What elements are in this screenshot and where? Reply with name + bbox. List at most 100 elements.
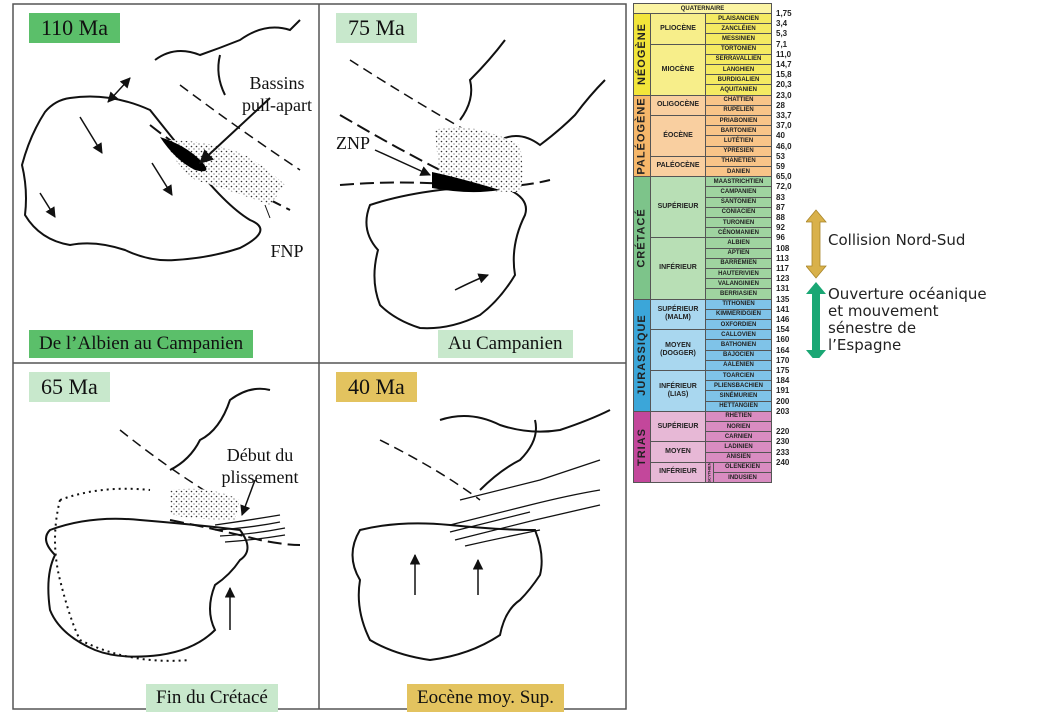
age-label: 191	[776, 386, 790, 396]
age-label: 88	[776, 213, 785, 222]
age-label: 96	[776, 233, 785, 243]
age-label: 184	[776, 376, 790, 386]
epoch-1: MIOCÈNE	[650, 43, 706, 96]
age-label: 14,7	[776, 60, 792, 69]
age-label: 164	[776, 345, 790, 355]
epoch-12: INFÉRIEUR	[650, 461, 706, 484]
age-label: 83	[776, 192, 785, 202]
age-label: 240	[776, 457, 790, 467]
annotation-ouverture-line1: Ouverture océanique	[828, 285, 987, 303]
age-label: 108	[776, 243, 790, 253]
epoch-6: INFÉRIEUR	[650, 237, 706, 300]
age-label: 131	[776, 284, 790, 294]
age-label: 113	[776, 253, 789, 263]
annotation-ouverture-line2: et mouvement	[828, 302, 939, 320]
age-label: 220	[776, 427, 790, 437]
era-crétacé: CRÉTACÉ	[633, 176, 651, 300]
age-label: 28	[776, 100, 785, 110]
age-label: 135	[776, 294, 790, 304]
age-label: 92	[776, 223, 785, 233]
panel-caption-40ma: Eocène moy. Sup.	[407, 684, 565, 712]
label-fnp: FNP	[270, 241, 304, 261]
stage-scythien: SCYTHIEN	[705, 461, 714, 484]
panel-title-65ma: 65 Ma	[29, 372, 110, 402]
age-label: 3,4	[776, 19, 788, 29]
age-label: 46,0	[776, 141, 792, 151]
arrow-ouverture	[806, 282, 826, 358]
panel-title-40ma: 40 Ma	[336, 372, 417, 402]
epoch-9: INFÉRIEUR (LIAS)	[650, 370, 706, 412]
epoch-4: PALÉOCÈNE	[650, 155, 706, 178]
label-bassins-line2: pull-apart	[242, 95, 312, 115]
panel-title-110ma: 110 Ma	[29, 13, 121, 43]
age-label: 7,1	[776, 39, 788, 49]
stratigraphic-column: QUATERNAIRE NÉOGÈNE PALÉOGÈNE CRÉTACÉ JURASS…	[633, 3, 792, 716]
epoch-0: PLIOCÈNE	[650, 13, 706, 45]
age-label: 87	[776, 202, 785, 212]
label-znp: ZNP	[335, 133, 370, 153]
annotation-ouverture-line4: l’Espagne	[828, 336, 902, 354]
age-label: 5,3	[776, 29, 788, 39]
age-label: 37,0	[776, 121, 792, 131]
age-label: 123	[776, 274, 790, 284]
age-label: 154	[776, 325, 790, 335]
age-label: 65,0	[776, 172, 792, 182]
age-label: 203	[776, 406, 790, 416]
maps-drawing	[12, 3, 627, 710]
annotation-collision: Collision Nord-Sud	[828, 231, 966, 249]
age-label: 170	[776, 355, 790, 365]
age-label: 53	[776, 151, 785, 161]
map-75ma	[339, 39, 606, 330]
panel-caption-65ma: Fin du Crétacé	[146, 684, 278, 712]
epoch-2: OLIGOCÈNE	[650, 94, 706, 116]
era-label: TRIAS	[636, 427, 648, 466]
label-bassins: Bassins pull-apart	[232, 72, 322, 116]
age-label: 33,7	[776, 111, 792, 120]
annotation-ouverture: Ouverture océanique et mouvement sénestr…	[828, 286, 987, 354]
label-debut-plissement: Début du plissement	[210, 444, 310, 488]
era-paléogène: PALÉOGÈNE	[633, 94, 651, 178]
era-label: JURASSIQUE	[636, 314, 648, 396]
age-label: 200	[776, 396, 790, 406]
annotation-ouverture-line3: sénestre de	[828, 319, 917, 337]
age-label: 175	[776, 366, 790, 375]
age-label: 141	[776, 304, 790, 314]
era-label: CRÉTACÉ	[636, 208, 649, 268]
label-debut-line2: plissement	[221, 467, 299, 487]
age-label: 11,0	[776, 49, 792, 59]
era-néogène: NÉOGÈNE	[633, 13, 651, 96]
epoch-11: MOYEN	[650, 441, 706, 463]
age-label: 40	[776, 131, 785, 141]
age-label: 59	[776, 162, 785, 171]
age-label: 233	[776, 447, 790, 457]
map-110ma	[20, 19, 301, 262]
panel-caption-75ma: Au Campanien	[438, 330, 573, 358]
epoch-7: SUPÉRIEUR (MALM)	[650, 298, 706, 331]
annotation-arrows	[806, 209, 827, 358]
era-label: PALÉOGÈNE	[636, 97, 649, 175]
era-label: NÉOGÈNE	[636, 23, 649, 86]
paleogeographic-maps: 110 Ma 75 Ma 65 Ma 40 Ma De l’Albien au …	[12, 3, 627, 712]
age-label: 23,0	[776, 90, 792, 100]
label-debut-line1: Début du	[226, 445, 294, 465]
panel-caption-110ma: De l’Albien au Campanien	[29, 330, 254, 358]
age-label: 72,0	[776, 182, 792, 192]
arrow-collision	[806, 209, 827, 279]
map-65ma	[45, 387, 301, 662]
age-label: 15,8	[776, 70, 792, 80]
panel-title-75ma: 75 Ma	[336, 13, 417, 43]
map-40ma	[351, 409, 611, 662]
epoch-8: MOYEN (DOGGER)	[650, 329, 706, 371]
age-label: 160	[776, 335, 790, 345]
era-jurassique: JURASSIQUE	[633, 298, 651, 412]
epoch-3: ÉOCÈNE	[650, 115, 706, 157]
stage-45: INDUSIEN	[713, 472, 772, 484]
age-label: 117	[776, 264, 789, 273]
era-trias: TRIAS	[633, 410, 651, 484]
age-label: 20,3	[776, 80, 792, 90]
epoch-5: SUPÉRIEUR	[650, 176, 706, 239]
age-label: 146	[776, 315, 790, 324]
age-label: 1,75	[776, 9, 792, 18]
epoch-10: SUPÉRIEUR	[650, 410, 706, 443]
age-label: 230	[776, 437, 790, 447]
